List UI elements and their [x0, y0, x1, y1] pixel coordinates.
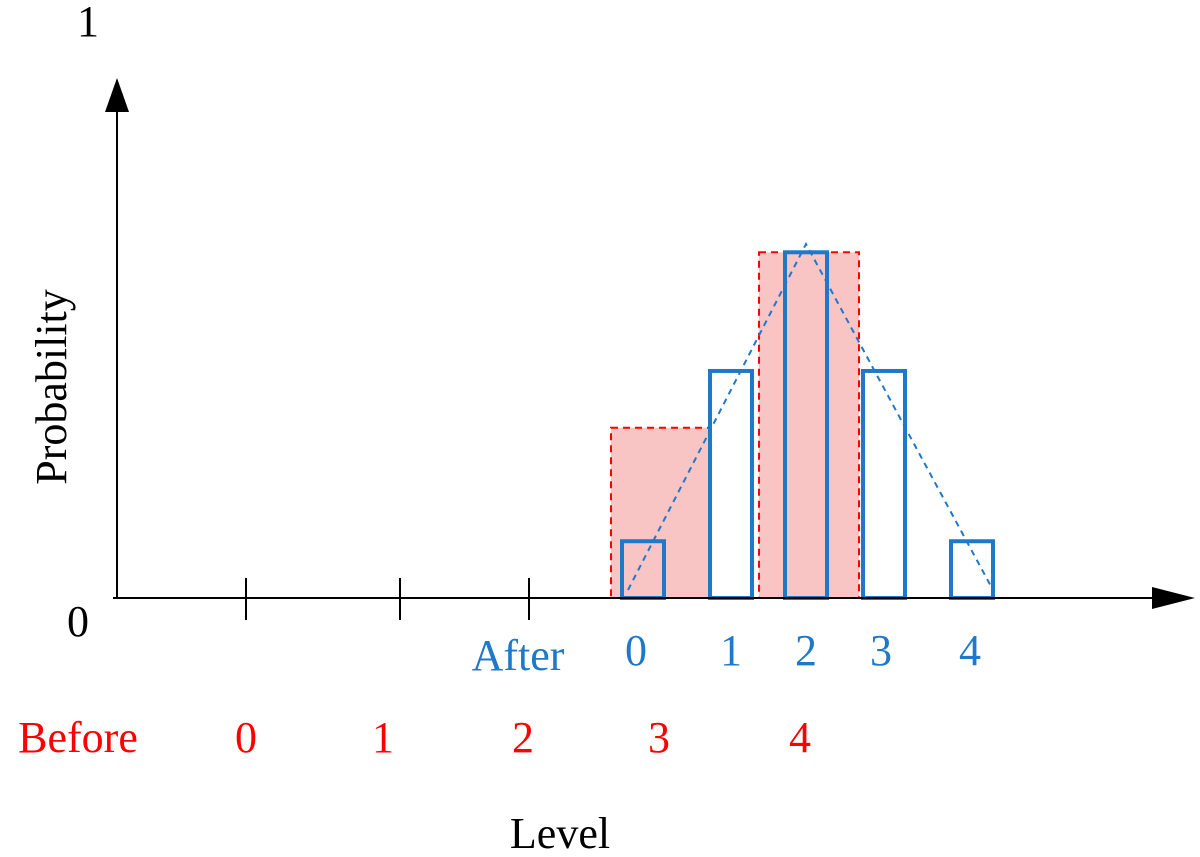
after-axis-label: After — [472, 631, 565, 680]
before-level-label: 3 — [648, 713, 670, 762]
x-axis-arrow — [1152, 587, 1195, 609]
after-level-label: 0 — [625, 626, 647, 675]
before-level-label: 0 — [235, 713, 257, 762]
before-level-label: 1 — [372, 713, 394, 762]
after-level-label: 1 — [720, 626, 742, 675]
before-bar — [610, 426, 712, 599]
after-trend-line-path — [627, 241, 994, 591]
before-level-label: 2 — [512, 713, 534, 762]
y-axis-label: Probability — [27, 289, 76, 485]
before-axis-label: Before — [18, 713, 138, 762]
y-axis-arrow — [105, 78, 129, 112]
y-tick-top: 1 — [77, 0, 99, 46]
after-level-labels: 0 1 2 3 4 — [625, 626, 981, 675]
before-bars — [610, 251, 860, 599]
after-level-label: 2 — [795, 626, 817, 675]
after-level-label: 4 — [959, 626, 981, 675]
y-tick-bottom: 0 — [67, 597, 89, 646]
after-level-label: 3 — [870, 626, 892, 675]
after-bar — [861, 368, 907, 600]
after-trend-line — [627, 241, 994, 591]
before-level-label: 4 — [789, 713, 811, 762]
after-bar — [708, 368, 754, 600]
x-ticks — [245, 578, 530, 620]
before-level-labels: 0 1 2 3 4 — [235, 713, 811, 762]
x-axis-label: Level — [510, 809, 610, 857]
